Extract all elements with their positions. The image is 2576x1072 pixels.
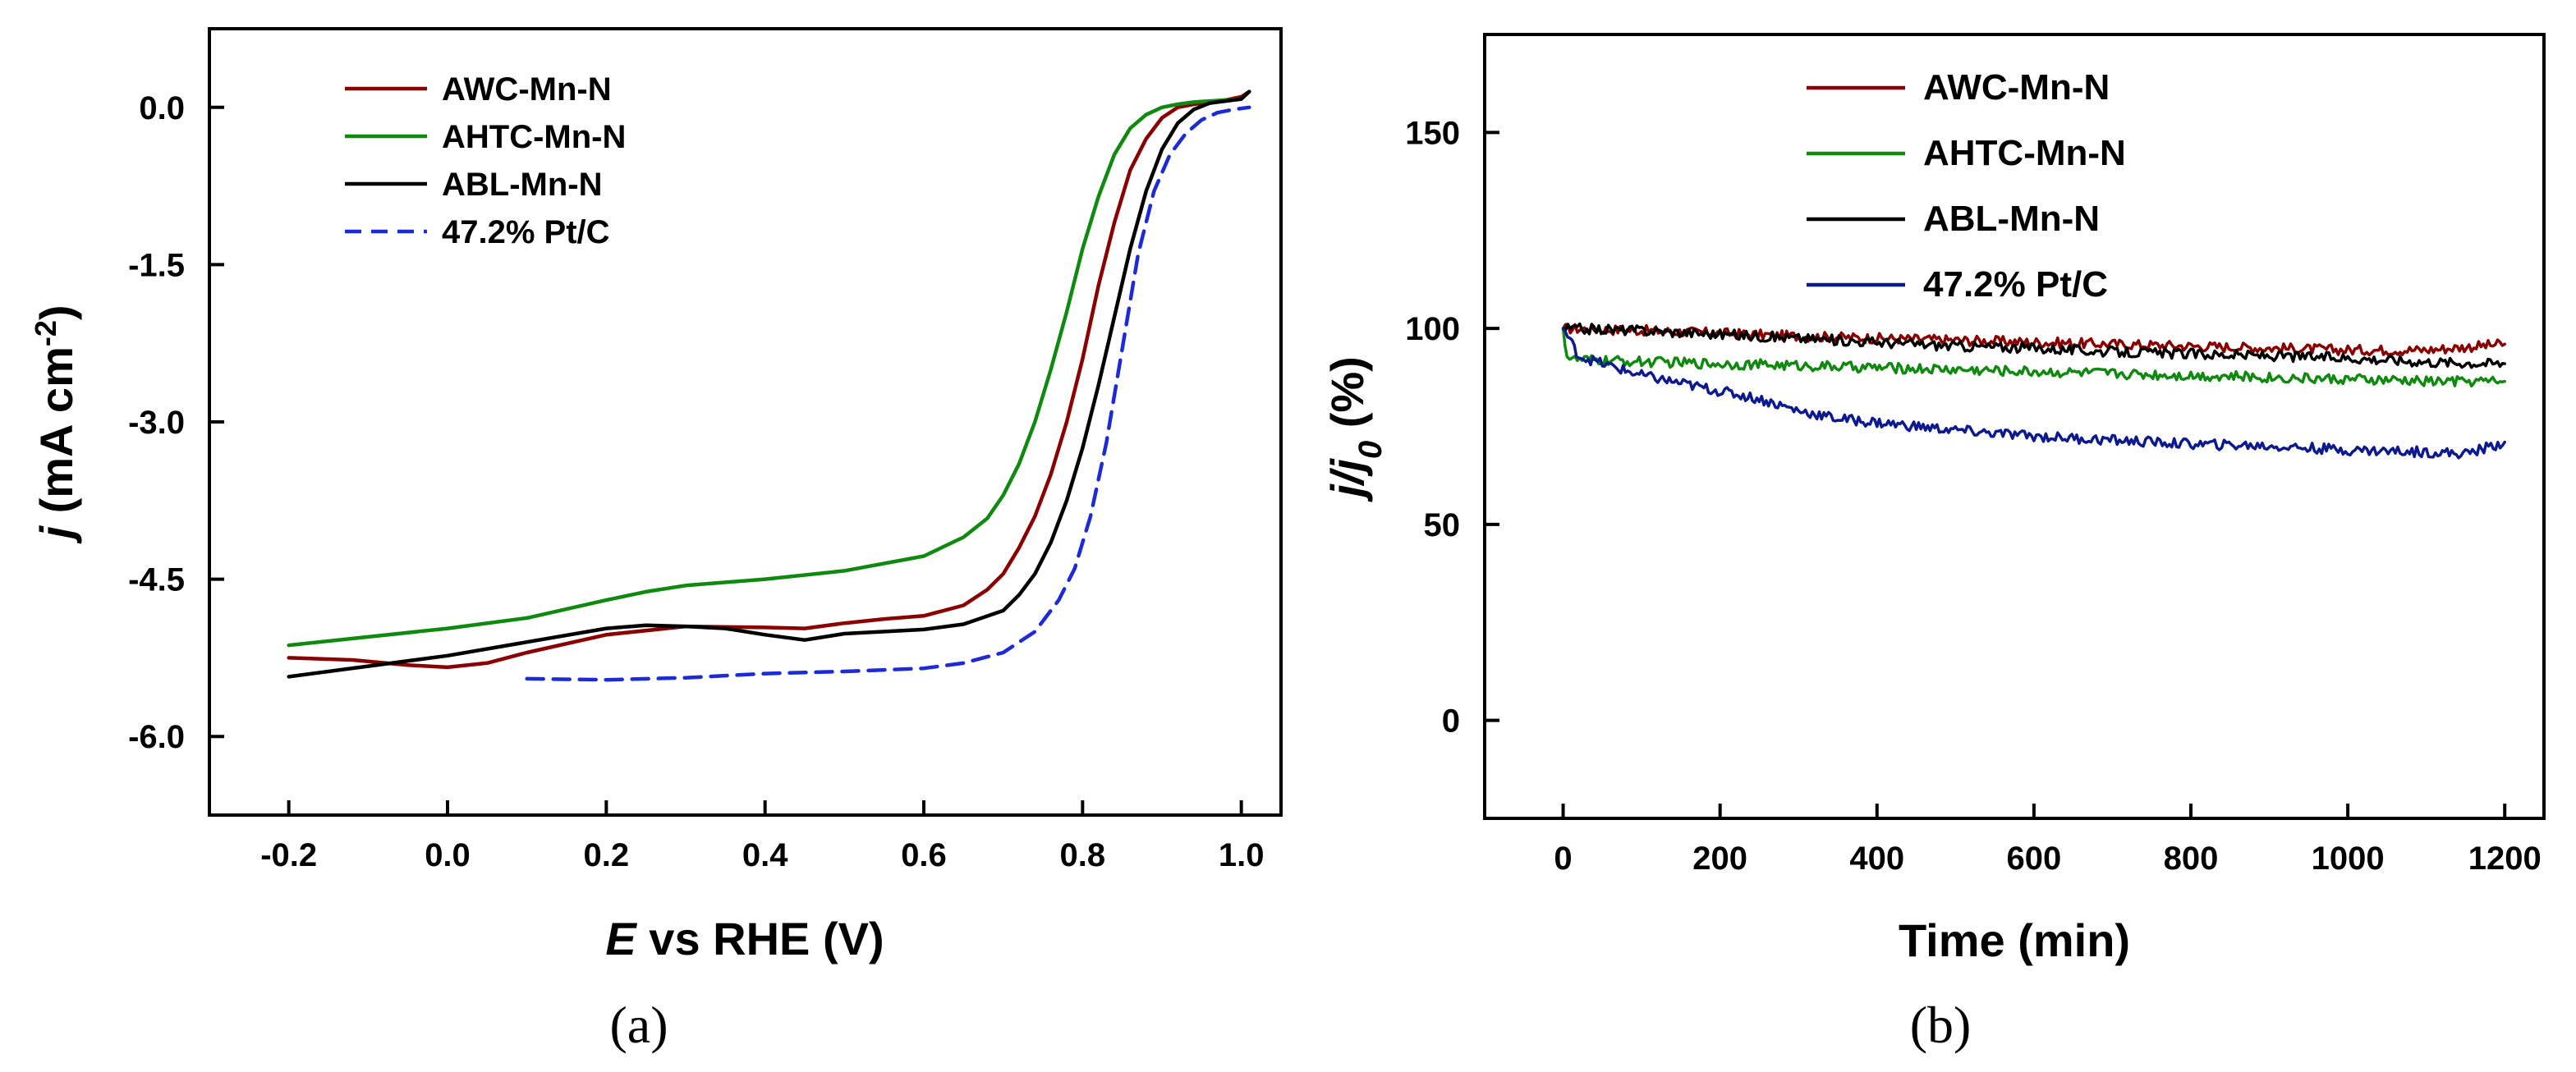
x-tick-label-a-3: 0.4 [742,837,788,873]
legend-a: AWC-Mn-N AHTC-Mn-N ABL-Mn-N 47.2% Pt/C [345,71,626,250]
plot-frame-b [1483,33,2546,820]
x-tick-label-b-0: 0 [1554,841,1572,877]
y-tick-label-a-0: 0.0 [139,90,185,126]
x-axis-title-a: E vs RHE (V) [605,913,884,964]
y-axis-title-b: j/j0 (%) [1321,356,1389,503]
legend-label-b-47-2-pt-c: 47.2% Pt/C [1923,264,2108,305]
legend-label-a-47-2-pt-c: 47.2% Pt/C [442,214,610,250]
y-tick-label-b-0: 0 [1442,703,1460,740]
x-tick-label-b-2: 400 [1849,841,1904,877]
panel-label-a: (a) [609,996,668,1054]
x-tick-label-b-3: 600 [2007,841,2062,877]
y-tick-label-a-4: -6.0 [128,719,185,755]
y-tick-label-a-3: -4.5 [128,562,185,598]
x-tick-label-a-0: -0.2 [260,837,317,873]
y-axis-title-a: j (mA cm-2) [29,305,83,544]
series-line-a-ahtc-mn-n [287,97,1243,648]
x-tick-label-b-5: 1000 [2312,841,2385,877]
series-line-a-awc-mn-n [287,89,1251,670]
x-axis-title-b: Time (min) [1899,914,2130,966]
series-line-b-ahtc-mn-n [1561,327,2506,388]
x-tick-label-a-1: 0.0 [425,837,471,873]
legend-label-a-abl-mn-n: ABL-Mn-N [442,167,603,203]
x-tick-label-b-6: 1200 [2468,841,2542,877]
legend-b: AWC-Mn-N AHTC-Mn-N ABL-Mn-N 47.2% Pt/C [1807,67,2126,305]
series-line-b-awc-mn-n [1561,323,2506,357]
series-group-b [1561,322,2506,460]
x-tick-label-a-5: 0.8 [1060,837,1106,873]
series-group-a [287,89,1251,682]
y-tick-label-b-1: 50 [1424,507,1461,543]
legend-label-b-awc-mn-n: AWC-Mn-N [1923,67,2110,108]
x-tick-label-a-6: 1.0 [1219,837,1265,873]
series-line-b-47-2-pt-c [1561,327,2506,460]
legend-label-a-ahtc-mn-n: AHTC-Mn-N [442,119,626,155]
legend-label-a-awc-mn-n: AWC-Mn-N [442,71,612,108]
panel-label-b: (b) [1910,996,1972,1054]
y-tick-label-b-3: 150 [1405,115,1460,151]
panel-a: -0.2 0.0 0.2 0.4 0.6 0.8 1.0 0.0 -1.5 -3.0 -4.5 -6.… [29,27,1283,1054]
x-tick-label-b-4: 800 [2164,841,2219,877]
y-tick-label-a-2: -3.0 [128,405,185,441]
y-tick-label-b-2: 100 [1405,311,1460,347]
y-tick-label-a-1: -1.5 [128,247,185,283]
legend-label-b-ahtc-mn-n: AHTC-Mn-N [1923,133,2126,173]
series-line-a-47-2-pt-c [525,105,1251,682]
series-line-b-abl-mn-n [1561,322,2506,369]
legend-label-b-abl-mn-n: ABL-Mn-N [1923,199,2100,239]
x-tick-label-a-2: 0.2 [584,837,630,873]
series-line-a-abl-mn-n [287,89,1251,679]
x-tick-label-b-1: 200 [1692,841,1747,877]
axis-ticks-b: 0 200 400 600 800 1000 1200 0 50 100 150 [1405,115,2541,877]
x-tick-label-a-4: 0.6 [901,837,947,873]
axis-ticks-a: -0.2 0.0 0.2 0.4 0.6 0.8 1.0 0.0 -1.5 -3.0 -4.5 -6.… [128,90,1264,873]
